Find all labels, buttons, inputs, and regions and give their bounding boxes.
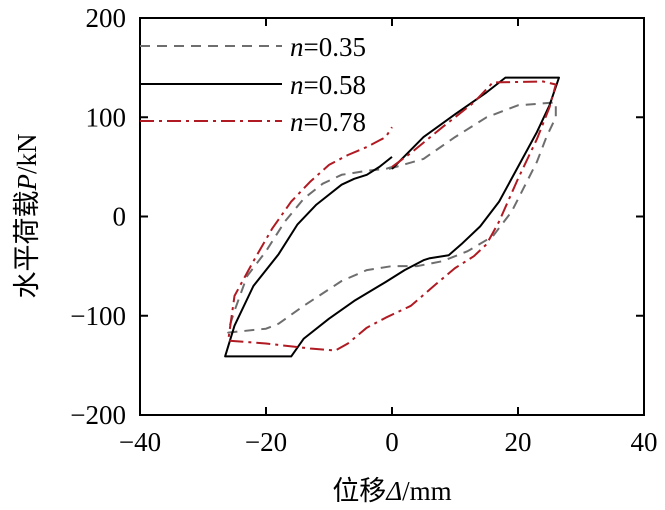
y-tick-label: 0: [113, 202, 127, 232]
x-tick-label: 20: [505, 427, 532, 457]
y-axis-label: 水平荷载P/kN: [12, 134, 42, 299]
series-line-n035: [227, 101, 557, 334]
legend-label-n035: n=0.35: [290, 32, 366, 62]
plot-frame: [139, 17, 645, 416]
y-tick-label: 200: [86, 3, 127, 33]
x-tick-label: −20: [245, 427, 287, 457]
series-layer: [224, 76, 560, 358]
x-axis-label: 位移Δ/mm: [332, 476, 451, 506]
x-tick-label: 40: [631, 427, 658, 457]
x-tick-label: −40: [119, 427, 161, 457]
legend-label-n078: n=0.78: [290, 107, 366, 137]
y-tick-label: −100: [70, 301, 126, 331]
legend-label-n058: n=0.58: [290, 70, 366, 100]
series-line-n058: [224, 76, 560, 358]
legend: n=0.35 n=0.58 n=0.78: [140, 32, 366, 137]
y-tick-label: 100: [86, 102, 127, 132]
series-line-n078: [227, 80, 557, 352]
x-tick-label: 0: [385, 427, 399, 457]
y-tick-label: −200: [70, 400, 126, 430]
